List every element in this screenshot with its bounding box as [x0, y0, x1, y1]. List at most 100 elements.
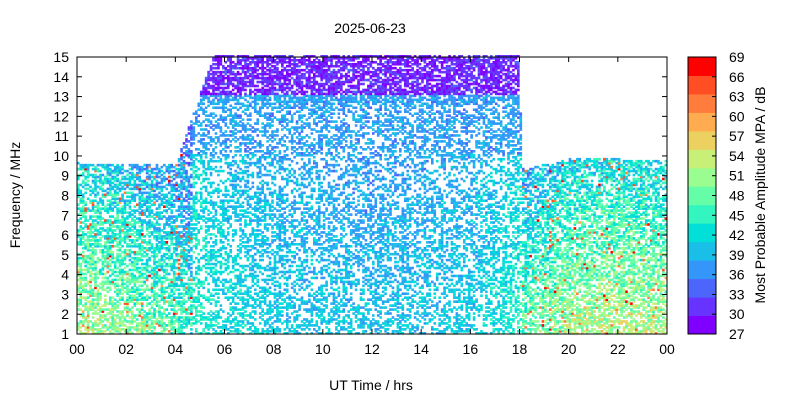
heatmap-cell — [113, 298, 117, 301]
heatmap-cell — [239, 292, 242, 296]
heatmap-cell — [199, 157, 203, 161]
heatmap-cell — [254, 332, 257, 335]
heatmap-cell — [136, 231, 139, 234]
heatmap-cell — [209, 217, 213, 220]
heatmap-cell — [153, 314, 156, 317]
heatmap-cell — [182, 235, 186, 238]
heatmap-cell — [86, 308, 90, 311]
heatmap-cell — [128, 308, 132, 311]
heatmap-cell — [136, 290, 139, 294]
heatmap-cell — [84, 254, 87, 258]
heatmap-cell — [229, 173, 233, 177]
heatmap-cell — [113, 318, 117, 321]
heatmap-cell — [133, 276, 137, 280]
heatmap-cell — [222, 203, 225, 207]
heatmap-cell — [104, 308, 107, 311]
heatmap-cell — [136, 229, 139, 232]
heatmap-cell — [113, 225, 117, 228]
heatmap-cell — [234, 146, 237, 149]
heatmap-cell — [273, 130, 277, 133]
heatmap-cell — [94, 165, 97, 169]
heatmap-cell — [143, 296, 146, 300]
heatmap-cell — [148, 207, 151, 210]
heatmap-cell — [136, 217, 139, 220]
heatmap-cell — [131, 320, 134, 323]
heatmap-cell — [89, 266, 92, 270]
heatmap-cell — [160, 217, 164, 220]
heatmap-cell — [268, 161, 272, 165]
heatmap-cell — [163, 254, 166, 258]
heatmap-cell — [177, 322, 181, 325]
heatmap-cell — [263, 223, 267, 226]
heatmap-cell — [236, 55, 240, 58]
heatmap-cell — [263, 55, 267, 58]
heatmap-cell — [136, 276, 139, 280]
heatmap-cell — [84, 207, 87, 210]
heatmap-cell — [258, 219, 262, 222]
heatmap-cell — [81, 165, 85, 169]
heatmap-cell — [244, 57, 247, 60]
heatmap-cell — [271, 106, 274, 110]
heatmap-cell — [113, 235, 117, 238]
heatmap-cell — [182, 197, 186, 201]
heatmap-cell — [99, 242, 102, 246]
heatmap-cell — [214, 304, 218, 307]
heatmap-cell — [123, 248, 127, 252]
heatmap-cell — [219, 62, 223, 66]
heatmap-cell — [155, 173, 159, 177]
heatmap-cell — [116, 227, 119, 230]
heatmap-cell — [281, 254, 284, 258]
heatmap-cell — [202, 215, 205, 218]
heatmap-cell — [177, 185, 181, 189]
heatmap-cell — [217, 219, 220, 222]
heatmap-cell — [214, 314, 218, 317]
heatmap-cell — [175, 328, 178, 331]
heatmap-cell — [224, 207, 228, 210]
heatmap-cell — [106, 280, 110, 284]
heatmap-cell — [104, 258, 107, 262]
heatmap-cell — [116, 183, 119, 187]
heatmap-cell — [138, 199, 142, 203]
heatmap-cell — [217, 183, 220, 187]
heatmap-cell — [79, 242, 83, 246]
heatmap-cell — [226, 205, 230, 208]
heatmap-cell — [175, 199, 178, 203]
heatmap-cell — [207, 177, 210, 181]
heatmap-cell — [84, 233, 87, 236]
heatmap-cell — [121, 244, 124, 248]
heatmap-cell — [187, 213, 191, 216]
heatmap-cell — [160, 256, 164, 260]
heatmap-cell — [77, 161, 80, 165]
heatmap-cell — [195, 134, 198, 137]
heatmap-cell — [180, 310, 183, 313]
heatmap-cell — [121, 225, 124, 228]
heatmap-cell — [236, 215, 240, 218]
heatmap-cell — [268, 57, 272, 60]
heatmap-cell — [180, 205, 183, 208]
heatmap-cell — [254, 108, 257, 112]
heatmap-cell — [278, 302, 282, 305]
heatmap-cell — [86, 316, 90, 319]
heatmap-cell — [224, 286, 228, 290]
heatmap-cell — [96, 193, 100, 197]
heatmap-cell — [231, 191, 235, 195]
heatmap-cell — [204, 258, 208, 262]
heatmap-cell — [86, 280, 90, 284]
heatmap-cell — [231, 229, 235, 232]
heatmap-cell — [268, 149, 272, 153]
heatmap-cell — [226, 266, 230, 270]
heatmap-cell — [118, 225, 122, 228]
heatmap-cell — [106, 235, 110, 238]
heatmap-cell — [128, 179, 132, 183]
heatmap-cell — [222, 140, 225, 143]
heatmap-cell — [143, 266, 146, 270]
heatmap-cell — [77, 231, 80, 234]
heatmap-cell — [77, 308, 80, 311]
heatmap-cell — [241, 104, 245, 108]
heatmap-cell — [263, 278, 267, 282]
heatmap-cell — [195, 312, 198, 315]
heatmap-cell — [165, 221, 169, 224]
heatmap-cell — [224, 122, 228, 125]
heatmap-cell — [175, 195, 178, 199]
heatmap-cell — [207, 290, 210, 294]
